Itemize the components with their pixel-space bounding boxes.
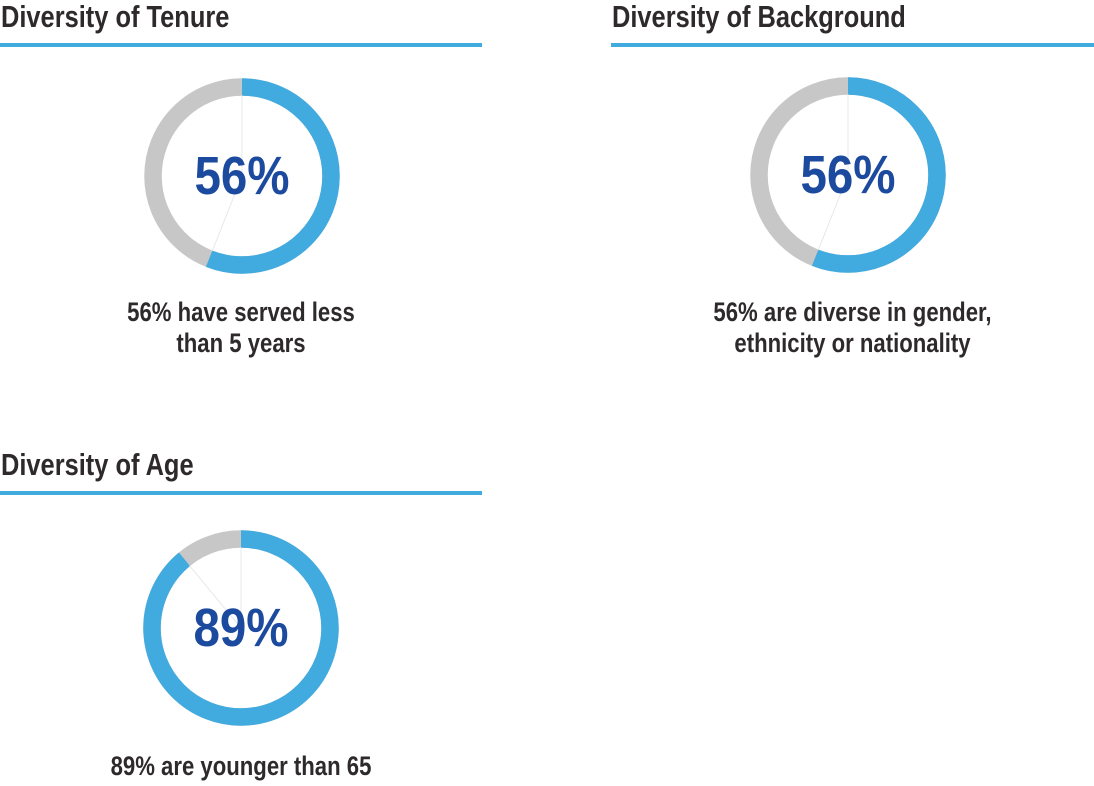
donut-chart-age: 89% xyxy=(141,528,341,728)
slice-divider-end xyxy=(817,174,849,251)
donut-chart-background: 56% xyxy=(748,75,948,275)
panel-title: Diversity of Age xyxy=(1,447,194,482)
donut-chart-tenure: 56% xyxy=(142,76,342,276)
panel-title: Diversity of Background xyxy=(612,0,906,34)
donut-rings xyxy=(143,530,339,726)
title-underline xyxy=(611,43,1094,47)
panel-diversity-of-tenure: Diversity of Tenure 56% 56% have served … xyxy=(0,0,482,380)
donut-center-value: 56% xyxy=(800,145,896,205)
donut-rings xyxy=(144,78,340,274)
donut-caption: 56% have served less than 5 years xyxy=(127,297,355,358)
donut-center-value: 56% xyxy=(194,146,290,206)
donut-caption: 56% are diverse in gender, ethnicity or … xyxy=(713,297,992,358)
donut-rings xyxy=(750,77,946,273)
donut-caption: 89% are younger than 65 xyxy=(110,751,372,781)
panel-title: Diversity of Tenure xyxy=(1,0,230,34)
donut-center-value: 89% xyxy=(193,598,289,658)
panel-diversity-of-background: Diversity of Background 56% 56% are dive… xyxy=(611,0,1094,380)
slice-divider-end xyxy=(211,175,243,252)
title-underline xyxy=(0,491,482,495)
slice-divider-end xyxy=(189,565,242,629)
title-underline xyxy=(0,43,482,47)
panel-diversity-of-age: Diversity of Age 89% 89% are younger tha… xyxy=(0,448,482,786)
